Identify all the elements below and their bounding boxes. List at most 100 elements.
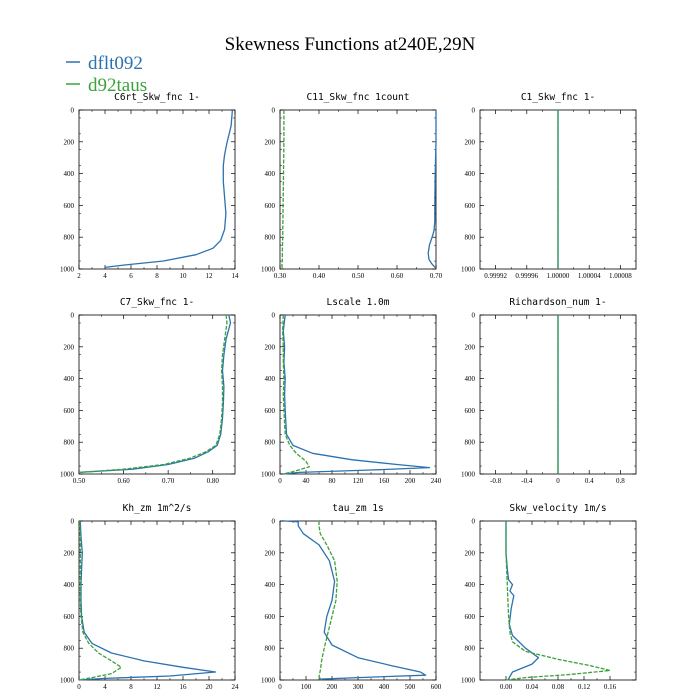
x-tick-label: 500 — [405, 683, 416, 691]
y-tick-label: 0 — [71, 107, 75, 115]
x-tick-label: 40 — [303, 477, 311, 485]
x-tick-label: 0.00 — [500, 683, 513, 691]
panel-skw-velocity: Skw_velocity 1m/s 0 200 400 600 800 1000 0.00 0.… — [461, 503, 637, 691]
series-line-dflt092 — [285, 520, 427, 680]
x-tick-label: 0.8 — [616, 477, 625, 485]
series-line-d92taus — [318, 521, 338, 681]
x-tick-label: 8 — [155, 272, 159, 280]
legend-label-dflt092: dflt092 — [88, 53, 143, 74]
y-tick-label: 200 — [265, 138, 276, 146]
series-line-dflt092 — [78, 314, 232, 474]
y-tick-label: 200 — [64, 343, 75, 351]
y-tick-label: 400 — [265, 375, 276, 383]
plot-frame — [78, 109, 236, 270]
y-tick-label: 600 — [64, 407, 75, 415]
series-line-d92taus — [78, 314, 228, 474]
x-tick-label: 100 — [301, 683, 312, 691]
y-tick-label: 800 — [265, 439, 276, 447]
y-tick-label: 1000 — [60, 471, 75, 479]
y-tick-label: 1000 — [461, 266, 476, 274]
x-tick-label: 0 — [77, 683, 81, 691]
x-tick-label: 24 — [232, 683, 240, 691]
panel-richardson-num: Richardson_num 1- 0 200 400 600 800 1000 -0.8 -0… — [461, 297, 637, 485]
x-tick-label: 2 — [77, 272, 81, 280]
panel-title: C7_Skw_fnc 1- — [120, 297, 194, 308]
x-tick-label: 200 — [327, 683, 338, 691]
x-tick-label: 0 — [556, 477, 560, 485]
x-tick-label: 1.00008 — [609, 272, 632, 280]
y-tick-label: 600 — [265, 407, 276, 415]
plot-frame — [279, 520, 437, 681]
panel-title: C11_Skw_fnc 1count — [307, 92, 410, 103]
x-tick-label: 20 — [206, 683, 214, 691]
y-tick-label: 800 — [265, 234, 276, 242]
y-tick-label: 400 — [265, 581, 276, 589]
x-tick-label: 0.70 — [430, 272, 443, 280]
y-tick-label: 0 — [472, 107, 476, 115]
x-tick-label: 8 — [129, 683, 133, 691]
y-tick-label: 0 — [71, 312, 75, 320]
x-tick-label: 1.00000 — [547, 272, 570, 280]
x-tick-label: 200 — [405, 477, 416, 485]
x-tick-label: 0.99996 — [515, 272, 538, 280]
plot-frame — [78, 520, 236, 681]
x-tick-label: 0.16 — [604, 683, 617, 691]
x-tick-label: 0.60 — [117, 477, 130, 485]
x-tick-label: 12 — [154, 683, 162, 691]
y-tick-label: 800 — [265, 645, 276, 653]
y-tick-label: 200 — [265, 343, 276, 351]
y-tick-label: 1000 — [261, 266, 276, 274]
x-tick-label: 4 — [103, 683, 107, 691]
y-tick-label: 200 — [64, 549, 75, 557]
x-tick-label: 600 — [431, 683, 442, 691]
x-tick-label: 0.30 — [274, 272, 287, 280]
panel-title: Lscale 1.0m — [327, 297, 390, 308]
y-tick-label: 1000 — [60, 266, 75, 274]
x-tick-label: 240 — [431, 477, 442, 485]
y-tick-label: 800 — [465, 645, 476, 653]
y-tick-label: 600 — [465, 202, 476, 210]
x-tick-label: 300 — [353, 683, 364, 691]
y-tick-label: 600 — [465, 407, 476, 415]
y-tick-label: 400 — [64, 170, 75, 178]
x-tick-label: -0.8 — [490, 477, 502, 485]
y-tick-label: 600 — [64, 202, 75, 210]
y-tick-label: 800 — [64, 645, 75, 653]
x-tick-label: 4 — [103, 272, 107, 280]
x-tick-label: 0.99992 — [484, 272, 507, 280]
x-tick-label: 0.80 — [207, 477, 220, 485]
x-tick-label: 0.4 — [585, 477, 594, 485]
series-line-dflt092 — [505, 521, 540, 681]
x-tick-label: 1.00004 — [578, 272, 601, 280]
x-tick-label: 6 — [129, 272, 133, 280]
panel-title: Kh_zm 1m^2/s — [123, 503, 192, 514]
x-tick-label: 12 — [206, 272, 214, 280]
y-tick-label: 800 — [465, 439, 476, 447]
y-tick-label: 200 — [465, 343, 476, 351]
x-tick-label: -0.4 — [521, 477, 533, 485]
panel-title: Skw_velocity 1m/s — [509, 503, 606, 514]
x-tick-label: 0.50 — [73, 477, 86, 485]
y-tick-label: 0 — [71, 518, 75, 526]
y-tick-label: 200 — [64, 138, 75, 146]
x-tick-label: 400 — [379, 683, 390, 691]
y-tick-label: 1000 — [261, 677, 276, 685]
y-tick-label: 0 — [472, 518, 476, 526]
y-tick-label: 800 — [465, 234, 476, 242]
y-tick-label: 800 — [64, 234, 75, 242]
series-line-dflt092 — [427, 110, 437, 268]
y-tick-label: 1000 — [461, 471, 476, 479]
y-tick-label: 400 — [64, 375, 75, 383]
panel-title: tau_zm 1s — [332, 503, 383, 514]
y-tick-label: 1000 — [461, 677, 476, 685]
x-tick-label: 120 — [353, 477, 364, 485]
y-tick-label: 400 — [465, 375, 476, 383]
y-tick-label: 0 — [472, 312, 476, 320]
x-tick-label: 0 — [278, 477, 282, 485]
plot-frame — [279, 109, 437, 270]
panel-c1-skw-fnc: C1_Skw_fnc 1- 0 200 400 600 800 1000 0.99992 0.9… — [461, 92, 637, 280]
